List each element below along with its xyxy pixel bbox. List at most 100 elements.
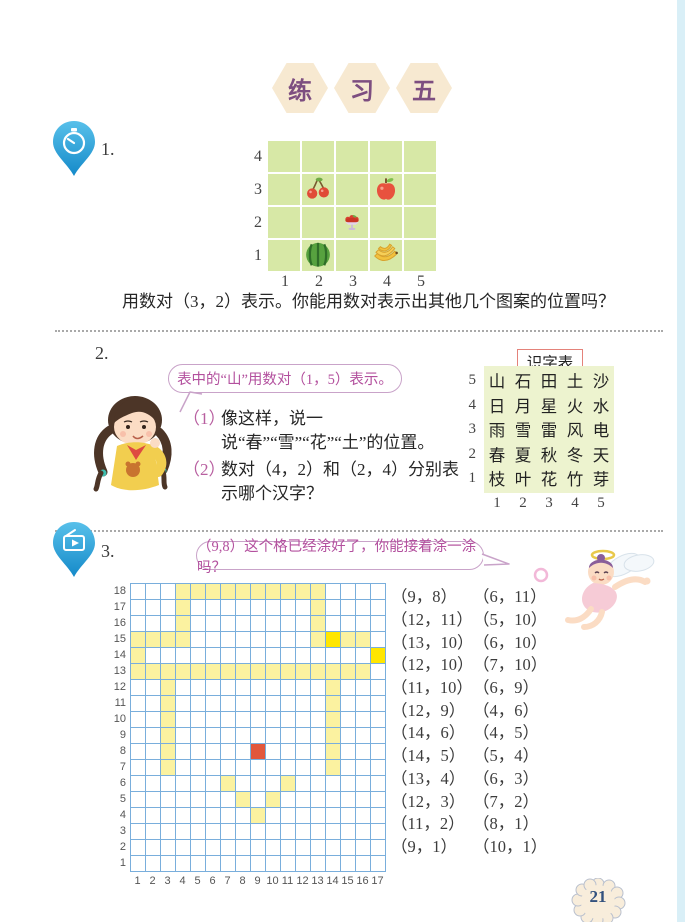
coloring-grid-cell (296, 824, 311, 840)
bananas-icon (371, 239, 401, 269)
coordinate-pair: （14，6） (391, 723, 466, 743)
coloring-grid-cell (341, 760, 356, 776)
coloring-grid-cell (146, 632, 161, 648)
coloring-grid-cell (296, 712, 311, 728)
coloring-grid-cell (266, 856, 281, 872)
coloring-grid-cell (161, 664, 176, 680)
literacy-char: 星 (540, 396, 558, 416)
fruit-grid-cell (336, 207, 368, 238)
axis-tick: 16 (113, 617, 126, 629)
coloring-grid-cell (371, 680, 386, 696)
exercise1-x-axis: 1 2 3 4 5 (268, 273, 438, 291)
coloring-grid-cell (296, 616, 311, 632)
coordinate-pair: （13，4） (391, 768, 466, 788)
axis-tick: 3 (119, 825, 126, 837)
coloring-grid-cell (281, 616, 296, 632)
section-divider (55, 530, 663, 532)
coloring-grid-cell (356, 616, 371, 632)
coloring-grid-cell (191, 728, 206, 744)
fruit-grid-cell (268, 174, 300, 205)
coloring-grid-cell (371, 600, 386, 616)
coloring-grid-cell (236, 600, 251, 616)
literacy-char: 夏 (514, 445, 532, 465)
coloring-grid-cell (191, 632, 206, 648)
axis-tick: 9 (119, 729, 126, 741)
coloring-grid-cell (356, 600, 371, 616)
coordinate-pair: （4，5） (473, 723, 539, 743)
coloring-grid-cell (326, 600, 341, 616)
coloring-grid-cell (341, 776, 356, 792)
coloring-grid-cell (266, 712, 281, 728)
coloring-grid-cell (251, 632, 266, 648)
coloring-grid-cell (371, 856, 386, 872)
fruit-grid-cell (302, 141, 334, 172)
coloring-grid-cell (326, 824, 341, 840)
coloring-grid-cell (371, 760, 386, 776)
coloring-grid-cell (266, 648, 281, 664)
fruit-grid-cell (404, 240, 436, 271)
axis-tick: 1 (254, 247, 262, 264)
coloring-grid-cell (326, 584, 341, 600)
axis-tick: 8 (239, 875, 246, 887)
literacy-char: 叶 (514, 470, 532, 490)
coloring-grid-cell (191, 856, 206, 872)
coloring-grid-cell (266, 632, 281, 648)
coloring-grid-cell (311, 712, 326, 728)
coloring-grid-cell (221, 744, 236, 760)
axis-tick: 4 (571, 495, 579, 511)
pair-row: （9，1） （10，1） (391, 834, 547, 857)
coloring-grid-cell (371, 840, 386, 856)
coloring-grid-cell (206, 744, 221, 760)
literacy-char: 月 (514, 396, 532, 416)
literacy-char: 火 (566, 396, 584, 416)
coloring-grid-cell (146, 648, 161, 664)
fruit-grid-cell (336, 141, 368, 172)
coloring-grid-cell (176, 856, 191, 872)
axis-tick: 12 (113, 681, 126, 693)
coloring-grid-cell (251, 680, 266, 696)
coloring-grid-cell (161, 616, 176, 632)
coloring-grid-cell (356, 728, 371, 744)
exercise2-text: （1） 像这样，说一说“春”“雪”“花”“土”的位置。 （2） 数对（4，2）和（2，… (183, 407, 483, 509)
coloring-grid-cell (206, 680, 221, 696)
coloring-grid-cell (146, 744, 161, 760)
literacy-table-col-labels: 1 2 3 4 5 (484, 495, 614, 512)
coloring-grid-cell (326, 792, 341, 808)
axis-tick: 1 (468, 470, 477, 486)
axis-tick: 6 (119, 777, 126, 789)
coloring-grid-cell (191, 760, 206, 776)
coloring-grid-cell (296, 792, 311, 808)
coloring-grid-cell (251, 792, 266, 808)
coloring-grid-cell (371, 584, 386, 600)
coloring-grid-cell (161, 760, 176, 776)
coloring-grid-cell (236, 792, 251, 808)
coloring-grid-cell (191, 664, 206, 680)
coloring-grid-cell (341, 696, 356, 712)
coordinate-pair: （11，2） (391, 814, 465, 834)
axis-tick: 13 (311, 875, 324, 887)
coloring-grid-cell (191, 696, 206, 712)
coloring-grid-cell (311, 648, 326, 664)
coloring-grid-cell (311, 632, 326, 648)
coloring-grid-cell (146, 760, 161, 776)
literacy-char: 土 (566, 372, 584, 392)
coloring-grid-cell (341, 824, 356, 840)
coloring-grid-cell (146, 712, 161, 728)
coloring-grid-cell (311, 584, 326, 600)
coloring-grid-cell (341, 584, 356, 600)
coloring-grid-cell (356, 632, 371, 648)
coordinate-pair: （12，10） (391, 655, 474, 675)
coordinate-pair: （6，10） (473, 632, 548, 652)
exercise1-fruit-grid (268, 141, 436, 271)
coloring-grid-cell (191, 712, 206, 728)
coloring-grid-cell (236, 648, 251, 664)
coloring-grid-cell (311, 760, 326, 776)
coloring-grid-cell (131, 840, 146, 856)
title-hexagon: 习 (334, 63, 390, 113)
coloring-grid-cell (206, 760, 221, 776)
pair-row: （12，3） （7，2） (391, 788, 547, 811)
title-hexagon: 五 (396, 63, 452, 113)
coloring-grid-cell (296, 840, 311, 856)
coloring-grid-cell (176, 760, 191, 776)
